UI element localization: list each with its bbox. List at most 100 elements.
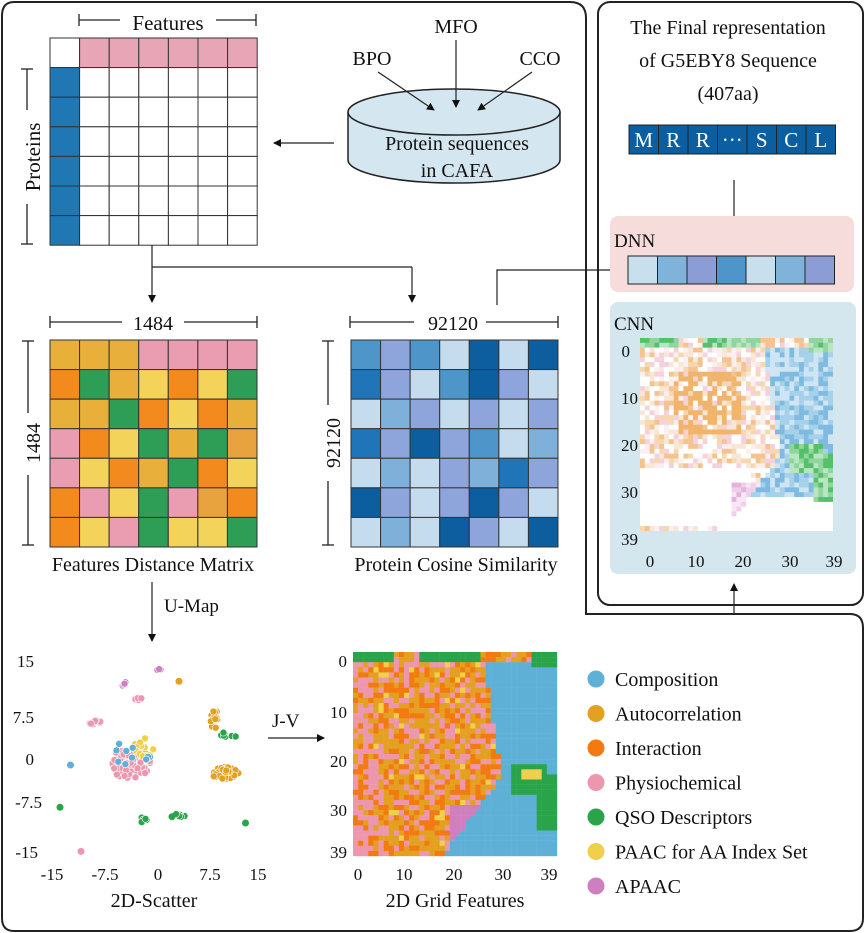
grid-cell bbox=[419, 713, 425, 719]
grid-cell bbox=[531, 743, 537, 750]
cnn-cell bbox=[770, 395, 776, 401]
cnn-cell bbox=[717, 482, 723, 488]
cnn-cell bbox=[789, 429, 795, 435]
grid-cell bbox=[404, 820, 410, 826]
matrix-cell bbox=[409, 369, 441, 400]
grid-cell bbox=[368, 748, 374, 755]
cnn-cell bbox=[707, 395, 713, 401]
sequence-residue: C bbox=[784, 128, 798, 152]
grid-cell bbox=[373, 784, 379, 790]
cnn-cell bbox=[726, 347, 732, 353]
cnn-cell bbox=[794, 405, 800, 411]
cnn-cell bbox=[678, 501, 684, 507]
cnn-cell bbox=[823, 386, 829, 392]
cnn-cell bbox=[770, 405, 776, 411]
matrix-cell bbox=[468, 398, 500, 430]
matrix-cell bbox=[380, 369, 411, 400]
grid-cell bbox=[465, 733, 471, 739]
cnn-cell bbox=[731, 487, 737, 493]
cnn-cell bbox=[678, 424, 684, 430]
cnn-cell bbox=[794, 429, 800, 435]
grid-cell bbox=[393, 789, 400, 795]
cnn-cell bbox=[683, 391, 689, 397]
grid-cell bbox=[398, 850, 405, 857]
grid-cell bbox=[378, 794, 384, 801]
grid-cell bbox=[439, 748, 445, 755]
grid-cell bbox=[516, 810, 522, 816]
grid-cell bbox=[393, 667, 400, 673]
grid-cell bbox=[358, 774, 364, 780]
cnn-cell bbox=[649, 463, 655, 469]
cnn-cell bbox=[693, 376, 699, 382]
grid-cell bbox=[521, 840, 527, 846]
grid-cell bbox=[460, 805, 466, 811]
grid-cell bbox=[439, 825, 445, 831]
grid-cell bbox=[460, 728, 466, 734]
grid-cell bbox=[439, 764, 445, 770]
cnn-cell bbox=[770, 362, 776, 368]
cnn-cell bbox=[664, 424, 670, 430]
grid-cell bbox=[373, 815, 379, 821]
grid-cell bbox=[541, 723, 547, 729]
grid-cell bbox=[526, 687, 532, 693]
cnn-cell bbox=[789, 506, 795, 512]
cnn-cell bbox=[823, 405, 829, 411]
grid-cell bbox=[368, 708, 374, 714]
grid-cell bbox=[485, 662, 491, 668]
cnn-cell bbox=[697, 338, 703, 344]
grid-cell bbox=[429, 850, 435, 857]
cnn-cell bbox=[818, 429, 824, 435]
grid-cell bbox=[455, 682, 461, 688]
cnn-cell bbox=[750, 357, 756, 363]
cnn-cell bbox=[731, 366, 737, 372]
cnn-cell bbox=[649, 487, 655, 493]
cnn-cell bbox=[770, 525, 776, 531]
grid-cell bbox=[495, 835, 502, 841]
cnn-cell bbox=[770, 463, 776, 469]
grid-cell bbox=[500, 815, 507, 821]
cnn-cell bbox=[813, 477, 819, 483]
grid-cell bbox=[490, 743, 496, 750]
cnn-cell bbox=[678, 400, 684, 406]
grid-cell bbox=[373, 672, 379, 678]
grid-cell bbox=[409, 697, 415, 704]
cnn-cell bbox=[827, 405, 833, 411]
grid-cell bbox=[414, 779, 420, 785]
cnn-cell bbox=[746, 347, 752, 353]
grid-cell bbox=[541, 774, 547, 780]
cnn-cell bbox=[683, 434, 689, 440]
grid-cell bbox=[383, 723, 389, 729]
cnn-cell bbox=[707, 362, 713, 368]
matrix-cell bbox=[197, 215, 229, 246]
grid-cell bbox=[455, 805, 461, 811]
grid-cell bbox=[526, 682, 532, 688]
grid-cell bbox=[546, 708, 553, 714]
similarity-size-side: 92120 bbox=[323, 418, 345, 468]
matrix-cell bbox=[197, 487, 228, 518]
cnn-cell bbox=[673, 405, 679, 411]
grid-cell bbox=[531, 784, 537, 790]
grid-cell bbox=[424, 810, 430, 816]
cnn-cell bbox=[659, 448, 665, 454]
grid-cell bbox=[388, 830, 394, 836]
cnn-cell bbox=[813, 352, 819, 358]
scatter-plot: 15 7.5 0 -7.5 -15 -15 -7.5 0 7.5 15 2D-S… bbox=[13, 652, 267, 912]
cnn-cell bbox=[755, 444, 761, 450]
cnn-cell bbox=[794, 391, 800, 397]
grid-cell bbox=[419, 728, 425, 734]
cnn-cell bbox=[794, 506, 800, 512]
cnn-cell bbox=[693, 521, 699, 527]
grid-cell bbox=[404, 697, 410, 704]
cnn-cell bbox=[702, 391, 708, 397]
cnn-cell bbox=[678, 391, 684, 397]
cnn-cell bbox=[779, 342, 785, 348]
grid-cell bbox=[495, 754, 502, 760]
cnn-cell bbox=[654, 482, 660, 488]
cnn-cell bbox=[717, 501, 723, 507]
cnn-cell bbox=[644, 511, 650, 517]
cnn-cell bbox=[818, 477, 824, 483]
cnn-cell bbox=[741, 424, 747, 430]
grid-cell bbox=[551, 840, 558, 846]
grid-cell bbox=[521, 748, 527, 755]
grid-cell bbox=[358, 733, 364, 739]
